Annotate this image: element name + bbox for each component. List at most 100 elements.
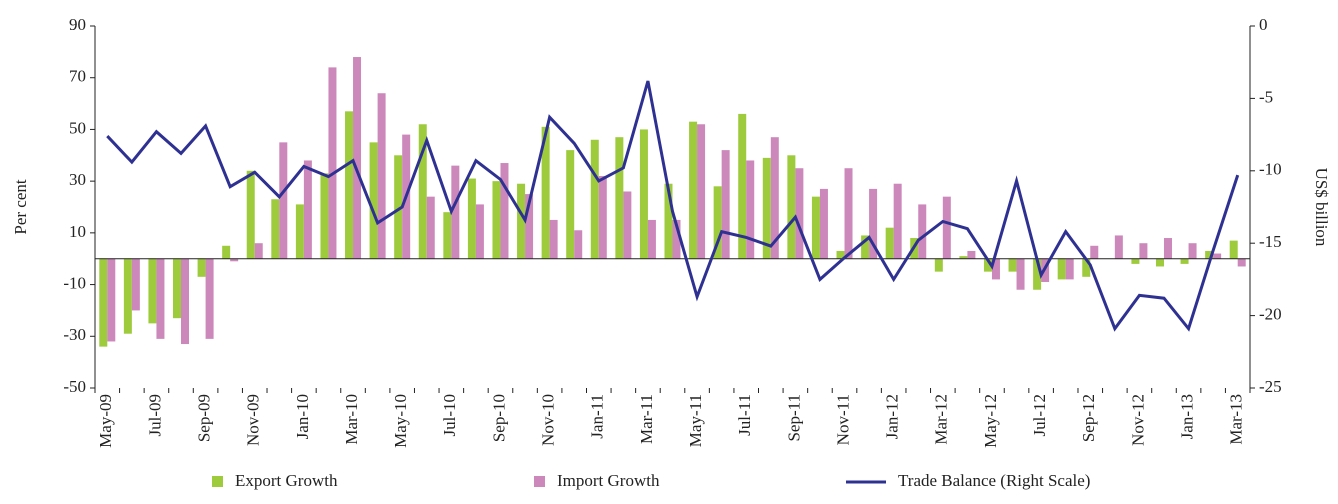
bar xyxy=(173,258,182,319)
bar xyxy=(205,258,214,339)
x-tick-label: Jul-09 xyxy=(145,394,164,437)
bar xyxy=(1229,240,1238,259)
y2-tick-label: -25 xyxy=(1259,377,1282,396)
legend-label: Import Growth xyxy=(557,471,660,490)
bar xyxy=(254,243,263,259)
legend-swatch xyxy=(212,476,223,487)
bar xyxy=(99,258,108,347)
legend-label: Trade Balance (Right Scale) xyxy=(898,471,1090,490)
bar xyxy=(426,196,435,259)
x-tick-label: May-09 xyxy=(96,394,115,448)
x-tick-label: Jul-10 xyxy=(440,394,459,437)
y-tick-label: -10 xyxy=(63,273,86,292)
bar xyxy=(1065,258,1074,280)
bar xyxy=(246,170,255,259)
bar xyxy=(1016,258,1025,290)
bar xyxy=(1188,243,1197,259)
x-tick-label: Jul-12 xyxy=(1030,394,1049,437)
x-tick-label: Mar-11 xyxy=(637,394,656,444)
bar xyxy=(983,258,992,272)
bar xyxy=(271,199,280,259)
y-tick-label: 10 xyxy=(69,222,86,241)
y-tick-label: 50 xyxy=(69,118,86,137)
bar xyxy=(1163,238,1172,259)
bar xyxy=(959,256,968,259)
bar xyxy=(303,160,312,259)
bar xyxy=(1082,258,1091,277)
y2-tick-label: -10 xyxy=(1259,160,1282,179)
bar xyxy=(819,188,828,259)
bar xyxy=(1057,258,1066,280)
bar xyxy=(942,196,951,259)
bar xyxy=(500,163,509,259)
bar xyxy=(844,168,853,259)
bar xyxy=(689,121,698,259)
bar xyxy=(1114,235,1123,259)
bar xyxy=(795,168,804,259)
bar xyxy=(918,204,927,259)
bar xyxy=(566,150,575,259)
bar xyxy=(1131,258,1140,264)
x-tick-label: Jan-13 xyxy=(1177,394,1196,439)
bar xyxy=(967,250,976,259)
bar xyxy=(721,150,730,259)
bar xyxy=(467,178,476,259)
x-tick-label: May-12 xyxy=(981,394,1000,448)
y2-axis-title: US$ billion xyxy=(1312,168,1331,247)
bar xyxy=(525,194,534,259)
bar xyxy=(541,126,550,259)
y2-tick-label: -5 xyxy=(1259,87,1273,106)
trade-line xyxy=(106,80,1240,332)
x-tick-label: Mar-10 xyxy=(342,394,361,445)
bar xyxy=(345,111,354,259)
x-tick-label: Jan-11 xyxy=(588,394,607,439)
x-tick-label: Mar-12 xyxy=(932,394,951,445)
bar xyxy=(181,258,190,345)
legend-label: Export Growth xyxy=(235,471,338,490)
bar xyxy=(639,129,648,259)
bar xyxy=(893,183,902,259)
x-tick-label: Jan-12 xyxy=(883,394,902,439)
bar xyxy=(787,155,796,259)
x-tick-label: Jul-11 xyxy=(735,394,754,436)
bar xyxy=(991,258,1000,280)
bar xyxy=(230,258,239,262)
bar xyxy=(1205,250,1214,259)
bar xyxy=(328,67,337,259)
bar xyxy=(1237,258,1246,267)
x-tick-label: Sep-11 xyxy=(784,394,803,442)
x-tick-label: Sep-10 xyxy=(489,394,508,442)
x-tick-label: Jan-10 xyxy=(293,394,312,439)
bar xyxy=(517,183,526,259)
bar xyxy=(1033,258,1042,290)
y-tick-label: -50 xyxy=(63,377,86,396)
bar xyxy=(1180,258,1189,264)
bar xyxy=(1213,253,1222,259)
bar xyxy=(598,175,607,259)
x-tick-label: May-10 xyxy=(391,394,410,448)
x-tick-label: Nov-09 xyxy=(244,394,263,446)
x-tick-label: Mar-13 xyxy=(1227,394,1246,445)
x-tick-label: Nov-11 xyxy=(833,394,852,445)
x-tick-label: Nov-12 xyxy=(1128,394,1147,446)
y-tick-label: -30 xyxy=(63,325,86,344)
bar xyxy=(811,196,820,259)
bar xyxy=(885,227,894,259)
legend-swatch xyxy=(534,476,545,487)
bar xyxy=(443,212,452,259)
x-tick-label: Sep-09 xyxy=(194,394,213,442)
bar xyxy=(222,245,231,259)
bar xyxy=(492,181,501,259)
bar xyxy=(623,191,632,259)
bar xyxy=(934,258,943,272)
bar xyxy=(451,165,460,259)
bar xyxy=(1155,258,1164,267)
bar xyxy=(1008,258,1017,272)
bar xyxy=(697,124,706,259)
bar xyxy=(549,219,558,259)
bar xyxy=(148,258,157,324)
bar xyxy=(197,258,206,277)
bar xyxy=(713,186,722,259)
bar xyxy=(762,157,771,259)
